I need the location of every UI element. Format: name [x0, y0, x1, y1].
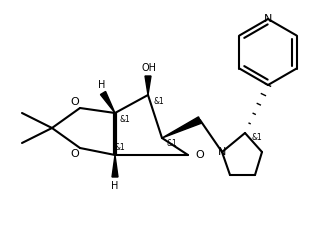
Polygon shape: [162, 117, 201, 138]
Text: H: H: [111, 181, 119, 191]
Text: H: H: [98, 80, 106, 90]
Text: O: O: [70, 97, 79, 107]
Polygon shape: [112, 155, 118, 177]
Text: N: N: [218, 147, 226, 157]
Text: &1: &1: [252, 133, 262, 142]
Text: &1: &1: [167, 140, 177, 149]
Text: O: O: [70, 149, 79, 159]
Polygon shape: [100, 91, 115, 113]
Text: &1: &1: [154, 97, 164, 106]
Text: &1: &1: [115, 143, 126, 152]
Text: &1: &1: [120, 114, 130, 123]
Polygon shape: [145, 76, 151, 95]
Text: OH: OH: [141, 63, 156, 73]
Text: O: O: [195, 150, 204, 160]
Text: N: N: [264, 14, 272, 24]
